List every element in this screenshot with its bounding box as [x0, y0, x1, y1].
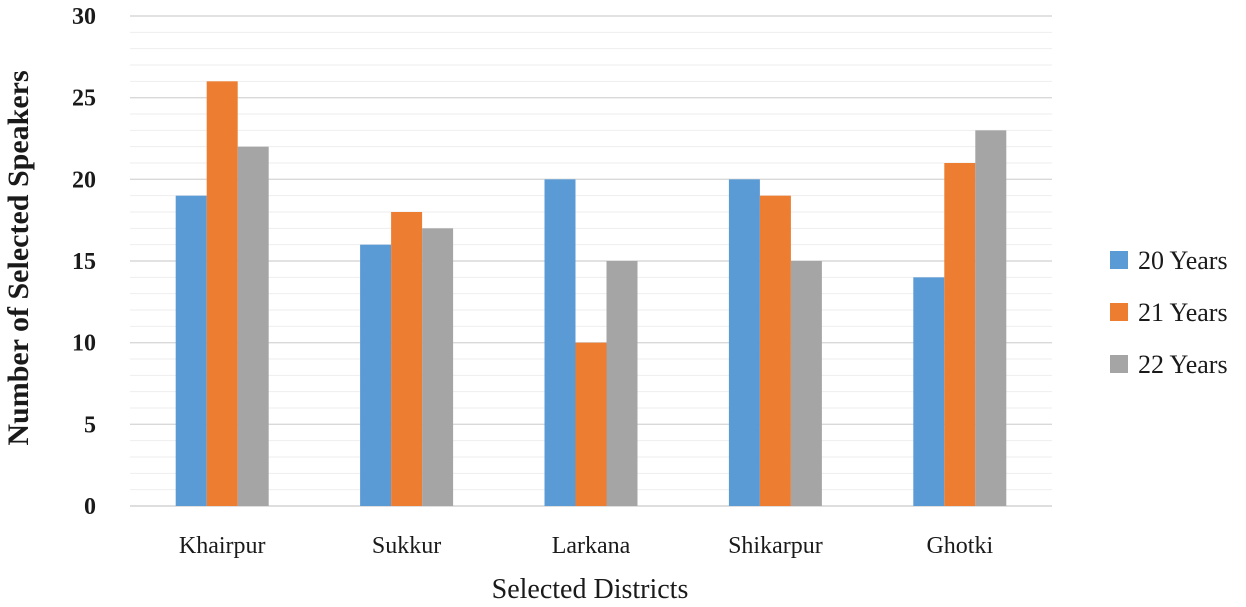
bars — [175, 81, 1007, 507]
gridlines — [130, 15, 1052, 507]
legend-swatch — [1110, 355, 1128, 373]
bar-shikarpur-21-years — [759, 195, 791, 506]
bar-larkana-20-years — [544, 179, 576, 507]
x-tick-label: Ghotki — [926, 533, 993, 559]
y-tick-label: 10 — [72, 331, 96, 357]
bar-larkana-22-years — [606, 261, 638, 506]
x-tick-label: Khairpur — [179, 533, 266, 559]
bar-sukkur-20-years — [360, 244, 392, 506]
bar-khairpur-20-years — [175, 195, 207, 506]
y-axis-title: Number of Selected Speakers — [2, 70, 35, 445]
y-tick-label: 0 — [84, 494, 96, 520]
y-axis-ticks: 0 5 10 15 20 25 30 — [72, 4, 96, 520]
legend: 20 Years 21 Years 22 Years — [1110, 246, 1228, 379]
bar-khairpur-21-years — [206, 81, 238, 506]
legend-swatch — [1110, 251, 1128, 269]
x-axis-title: Selected Districts — [492, 574, 689, 605]
legend-label: 21 Years — [1138, 298, 1228, 327]
bar-ghotki-22-years — [975, 130, 1007, 507]
legend-label: 22 Years — [1138, 350, 1228, 379]
bar-ghotki-21-years — [944, 163, 976, 506]
y-tick-label: 15 — [72, 249, 96, 275]
bar-larkana-21-years — [575, 342, 607, 506]
bar-shikarpur-20-years — [728, 179, 760, 507]
x-tick-label: Larkana — [552, 533, 631, 559]
legend-label: 20 Years — [1138, 246, 1228, 275]
x-axis-ticks: Khairpur Sukkur Larkana Shikarpur Ghotki — [179, 533, 994, 559]
x-tick-label: Sukkur — [372, 533, 441, 559]
x-tick-label: Shikarpur — [728, 533, 823, 559]
bar-ghotki-20-years — [913, 277, 945, 506]
bar-sukkur-22-years — [422, 228, 454, 507]
bar-sukkur-21-years — [391, 212, 423, 506]
y-tick-label: 30 — [72, 4, 96, 30]
y-tick-label: 25 — [72, 86, 96, 112]
legend-swatch — [1110, 303, 1128, 321]
bar-khairpur-22-years — [237, 146, 269, 506]
y-tick-label: 20 — [72, 167, 96, 193]
bar-shikarpur-22-years — [790, 261, 822, 506]
y-tick-label: 5 — [84, 412, 96, 438]
